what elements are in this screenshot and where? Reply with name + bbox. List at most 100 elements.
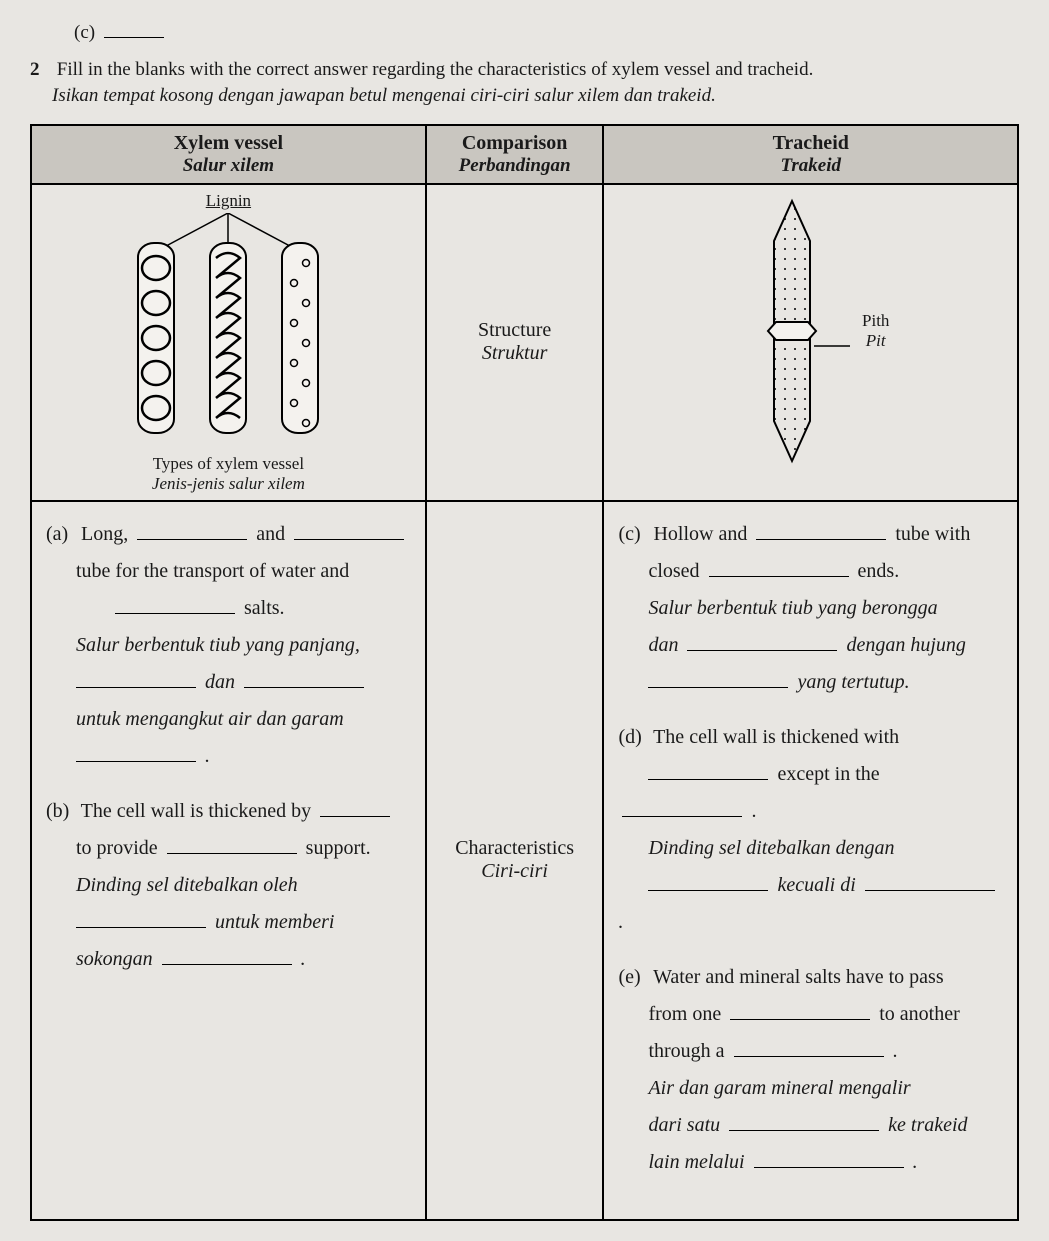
item-d: (d) The cell wall is thickened with exce… xyxy=(618,719,1003,941)
text-it: dan xyxy=(648,634,678,656)
blank[interactable] xyxy=(729,1113,879,1131)
blank[interactable] xyxy=(137,522,247,540)
blank[interactable] xyxy=(709,559,849,577)
item-e: (e) Water and mineral salts have to pass… xyxy=(618,959,1003,1181)
blank[interactable] xyxy=(865,873,995,891)
item-e-tag: (e) xyxy=(618,959,648,996)
blank[interactable] xyxy=(115,596,235,614)
text: . xyxy=(751,800,756,822)
characteristics-en: Characteristics xyxy=(455,837,574,859)
blank[interactable] xyxy=(687,633,837,651)
header-tracheid-en: Tracheid xyxy=(773,132,849,154)
text: tube with xyxy=(895,523,970,545)
text-it: Salur berbentuk tiub yang panjang, xyxy=(76,634,360,656)
structure-en: Structure xyxy=(478,319,551,341)
header-xylem: Xylem vessel Salur xilem xyxy=(31,125,426,184)
text-it: ke trakeid xyxy=(888,1114,967,1136)
blank[interactable] xyxy=(104,21,164,38)
text: ends. xyxy=(858,560,900,582)
text-it: Dinding sel ditebalkan dengan xyxy=(648,837,894,859)
blank[interactable] xyxy=(730,1002,870,1020)
xylem-caption-ms: Jenis-jenis salur xilem xyxy=(38,474,419,494)
item-c-tag: (c) xyxy=(618,516,648,553)
blank[interactable] xyxy=(76,744,196,762)
header-xylem-ms: Salur xilem xyxy=(36,155,421,177)
text: . xyxy=(893,1040,898,1062)
blank[interactable] xyxy=(734,1039,884,1057)
blank[interactable] xyxy=(320,799,390,817)
text-it: dan xyxy=(205,671,235,693)
question-number: 2 xyxy=(30,57,52,84)
text-it: kecuali di xyxy=(777,874,855,896)
blank[interactable] xyxy=(648,762,768,780)
blank[interactable] xyxy=(76,910,206,928)
table-header-row: Xylem vessel Salur xilem Comparison Perb… xyxy=(31,125,1018,184)
blank[interactable] xyxy=(76,670,196,688)
text-it: untuk memberi xyxy=(215,911,334,933)
blank[interactable] xyxy=(754,1150,904,1168)
structure-label-cell: Structure Struktur xyxy=(426,184,604,501)
tracheid-diagram-cell: Pith Pit xyxy=(603,184,1018,501)
characteristics-label-cell: Characteristics Ciri-ciri xyxy=(426,501,604,1220)
blank[interactable] xyxy=(648,670,788,688)
text: Long, xyxy=(81,523,128,545)
blank[interactable] xyxy=(756,522,886,540)
text-it: . xyxy=(301,948,306,970)
blank[interactable] xyxy=(622,799,742,817)
text-it: . xyxy=(618,911,623,933)
text: to provide xyxy=(76,837,158,859)
characteristics-ms: Ciri-ciri xyxy=(428,860,602,883)
text-it: lain melalui xyxy=(648,1151,744,1173)
instruction-en: Fill in the blanks with the correct answ… xyxy=(57,59,814,80)
blank[interactable] xyxy=(648,873,768,891)
text: The cell wall is thickened by xyxy=(81,800,311,822)
blank[interactable] xyxy=(162,947,292,965)
text: salts. xyxy=(244,597,285,619)
xylem-diagram-cell: Lignin xyxy=(31,184,426,501)
blank[interactable] xyxy=(167,836,297,854)
text-it: dari satu xyxy=(648,1114,720,1136)
item-a: (a) Long, and tube for the transport of … xyxy=(46,516,411,775)
text: and xyxy=(256,523,285,545)
text-it: Salur berbentuk tiub yang berongga xyxy=(648,597,937,619)
text-it: . xyxy=(205,745,210,767)
text-it: sokongan xyxy=(76,948,153,970)
blank[interactable] xyxy=(244,670,364,688)
option-c-label: (c) xyxy=(74,22,95,43)
text: tube for the transport of water and xyxy=(76,560,349,582)
comparison-table: Xylem vessel Salur xilem Comparison Perb… xyxy=(30,124,1019,1221)
text-it: Dinding sel ditebalkan oleh xyxy=(76,874,298,896)
item-a-tag: (a) xyxy=(46,516,76,553)
header-comparison: Comparison Perbandingan xyxy=(426,125,604,184)
tracheid-characteristics: (c) Hollow and tube with closed ends. Sa… xyxy=(603,501,1018,1220)
text-it: dengan hujung xyxy=(846,634,965,656)
pith-label: Pith Pit xyxy=(862,311,889,351)
text-it: yang tertutup. xyxy=(797,671,909,693)
item-b: (b) The cell wall is thickened by to pro… xyxy=(46,793,411,978)
pith-ms: Pit xyxy=(862,331,889,351)
header-tracheid: Tracheid Trakeid xyxy=(603,125,1018,184)
structure-row: Lignin xyxy=(31,184,1018,501)
text: Hollow and xyxy=(653,523,747,545)
item-c: (c) Hollow and tube with closed ends. Sa… xyxy=(618,516,1003,701)
text: The cell wall is thickened with xyxy=(653,726,899,748)
text: from one xyxy=(648,1003,721,1025)
item-b-tag: (b) xyxy=(46,793,76,830)
header-comparison-en: Comparison xyxy=(462,132,568,154)
xylem-caption-en: Types of xylem vessel xyxy=(153,454,304,473)
question-prelude: (c) 2 Fill in the blanks with the correc… xyxy=(30,20,1019,110)
text: support. xyxy=(306,837,371,859)
text-it: . xyxy=(913,1151,918,1173)
header-comparison-ms: Perbandingan xyxy=(431,155,599,177)
xylem-vessel-diagram xyxy=(98,213,358,443)
text: to another xyxy=(879,1003,960,1025)
text: Water and mineral salts have to pass xyxy=(653,966,944,988)
text: closed xyxy=(648,560,699,582)
text-it: Air dan garam mineral mengalir xyxy=(648,1077,910,1099)
text: through a xyxy=(648,1040,724,1062)
structure-ms: Struktur xyxy=(435,342,595,365)
blank[interactable] xyxy=(294,522,404,540)
item-d-tag: (d) xyxy=(618,719,648,756)
xylem-caption: Types of xylem vessel Jenis-jenis salur … xyxy=(38,454,419,494)
pith-en: Pith xyxy=(862,311,889,330)
